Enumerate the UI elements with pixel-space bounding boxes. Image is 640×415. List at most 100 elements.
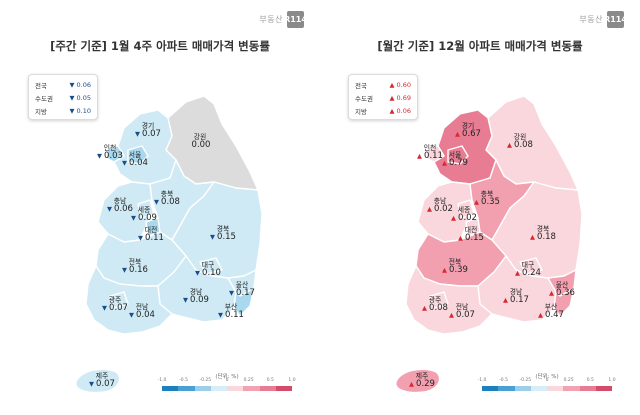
region-busan (233, 287, 255, 317)
legend-label: 수도권 (355, 94, 373, 103)
label-chungbuk: 충북 ▲ 0.35 (474, 190, 500, 208)
scale-segment (259, 386, 276, 391)
legend-label: 수도권 (35, 94, 53, 103)
scale-segment (194, 386, 211, 391)
region-jeonnam (85, 265, 173, 335)
label-jeonbuk: 전북 ▼ 0.16 (122, 258, 148, 276)
legend-row: 지방 ▲ 0.06 (355, 104, 411, 117)
scale-segment (243, 386, 260, 391)
label-gyeongnam: 경남 ▲ 0.17 (503, 288, 529, 306)
label-seoul: 서울 ▼ 0.04 (122, 151, 148, 169)
label-gwangju: 광주 ▲ 0.08 (422, 296, 448, 314)
legend-label: 전국 (35, 81, 47, 90)
legend-row: 수도권 ▼ 0.05 (35, 91, 91, 104)
legend-row: 수도권 ▲ 0.69 (355, 91, 411, 104)
label-ulsan: 울산 ▼ 0.17 (229, 281, 255, 299)
legend-label: 지방 (35, 107, 47, 116)
scale-tick: 1.0 (608, 378, 616, 383)
brand-logo: 부동산 R114 (259, 11, 307, 28)
label-gyeonggi: 경기 ▲ 0.67 (455, 122, 481, 140)
scale-segment (210, 386, 227, 391)
scale-tick: 0.5 (266, 378, 274, 383)
label-gyeongbuk: 경북 ▼ 0.15 (210, 225, 236, 243)
region-daegu (199, 257, 223, 275)
label-gyeonggi: 경기 ▼ 0.07 (135, 122, 161, 140)
scale-bar (482, 386, 612, 391)
label-jeju: 제주 ▼ 0.07 (89, 372, 115, 390)
scale-tick: -0.5 (499, 378, 508, 383)
label-daegu: 대구 ▲ 0.24 (515, 261, 541, 279)
monthly-title: [월간 기준] 12월 아파트 매매가격 변동률 (377, 39, 583, 53)
label-busan: 부산 ▲ 0.47 (538, 303, 564, 321)
region-sejong (457, 199, 475, 219)
brand-text: 부동산 (579, 15, 603, 24)
scale-tick: 0.25 (563, 378, 574, 383)
scale-tick: -0.25 (199, 378, 212, 383)
label-jeju: 제주 ▲ 0.29 (409, 372, 435, 390)
label-jeonbuk: 전북 ▲ 0.39 (442, 258, 468, 276)
label-jeonnam: 전남 ▼ 0.04 (129, 303, 155, 321)
label-gangwon: 강원 ▲ 0.08 (507, 133, 533, 151)
scale-segment (547, 386, 564, 391)
scale-tick: -0.25 (519, 378, 532, 383)
label-seoul: 서울 ▲ 0.79 (442, 151, 468, 169)
label-chungnam: 충남 ▼ 0.06 (107, 197, 133, 215)
scale-tick: 0 (545, 378, 549, 383)
region-incheon (425, 145, 445, 163)
label-sejong: 세종 ▼ 0.09 (131, 206, 157, 224)
monthly-korea-map (395, 95, 583, 394)
region-jeonnam (405, 265, 493, 335)
region-jeju (395, 368, 441, 394)
legend-value: ▼ 0.10 (69, 106, 91, 115)
region-incheon (105, 145, 125, 163)
label-sejong: 세종 ▲ 0.02 (451, 206, 477, 224)
label-gyeongbuk: 경북 ▲ 0.18 (530, 225, 556, 243)
label-chungnam: 충남 ▲ 0.02 (427, 197, 453, 215)
scale-tick: 1.0 (288, 378, 296, 383)
region-daegu (519, 257, 543, 275)
label-incheon: 인천 ▲ 0.11 (417, 144, 443, 162)
monthly-map-panel: 부동산 R114 [월간 기준] 12월 아파트 매매가격 변동률 전국 (320, 0, 640, 415)
legend-label: 지방 (355, 107, 367, 116)
scale-segment (563, 386, 580, 391)
legend-value: ▼ 0.06 (69, 80, 91, 89)
monthly-summary-legend: 전국 ▲ 0.60 수도권 ▲ 0.69 지방 ▲ 0.06 (348, 74, 418, 120)
scale-segment (178, 386, 195, 391)
scale-segment (514, 386, 531, 391)
region-gwangju (429, 291, 449, 309)
label-daejeon: 대전 ▼ 0.11 (138, 226, 164, 244)
brand-mark: R114 (284, 11, 307, 28)
label-incheon: 인천 ▼ 0.03 (97, 144, 123, 162)
scale-tick: -1.0 (157, 378, 167, 383)
region-gwangju (109, 291, 129, 309)
scale-tick: 0 (225, 378, 229, 383)
scale-segment (530, 386, 547, 391)
region-seoul (127, 145, 149, 165)
weekly-map-panel: 부동산 R114 [주간 기준] 1월 4주 아파트 매매가격 변동률 (28, 11, 307, 394)
label-daejeon: 대전 ▲ 0.15 (458, 226, 484, 244)
label-gwangju: 광주 ▼ 0.07 (102, 296, 128, 314)
scale-tick: -1.0 (477, 378, 487, 383)
scale-segment (227, 386, 244, 391)
legend-label: 전국 (355, 81, 367, 90)
weekly-korea-map (75, 95, 263, 394)
legend-row: 전국 ▲ 0.60 (355, 78, 411, 91)
weekly-title: [주간 기준] 1월 4주 아파트 매매가격 변동률 (50, 39, 270, 53)
legend-value: ▼ 0.05 (69, 93, 91, 102)
brand-mark: R114 (604, 11, 627, 28)
legend-row: 전국 ▼ 0.06 (35, 78, 91, 91)
scale-segment (579, 386, 596, 391)
label-chungbuk: 충북 ▼ 0.08 (154, 190, 180, 208)
scale-ticks: -1.0 -0.5 -0.25 0 0.25 0.5 1.0 (158, 378, 296, 386)
scale-ticks: -1.0 -0.5 -0.25 0 0.25 0.5 1.0 (478, 378, 616, 386)
label-gyeongnam: 경남 ▼ 0.09 (183, 288, 209, 306)
scale-segment (275, 386, 292, 391)
legend-row: 지방 ▼ 0.10 (35, 104, 91, 117)
region-busan (553, 287, 575, 317)
brand-logo: 부동산 R114 (579, 11, 627, 28)
scale-segment (595, 386, 612, 391)
region-jeju (75, 368, 121, 394)
scale-unit: (단위: %) (215, 374, 239, 380)
region-seoul (447, 145, 469, 165)
legend-value: ▲ 0.06 (389, 106, 411, 115)
